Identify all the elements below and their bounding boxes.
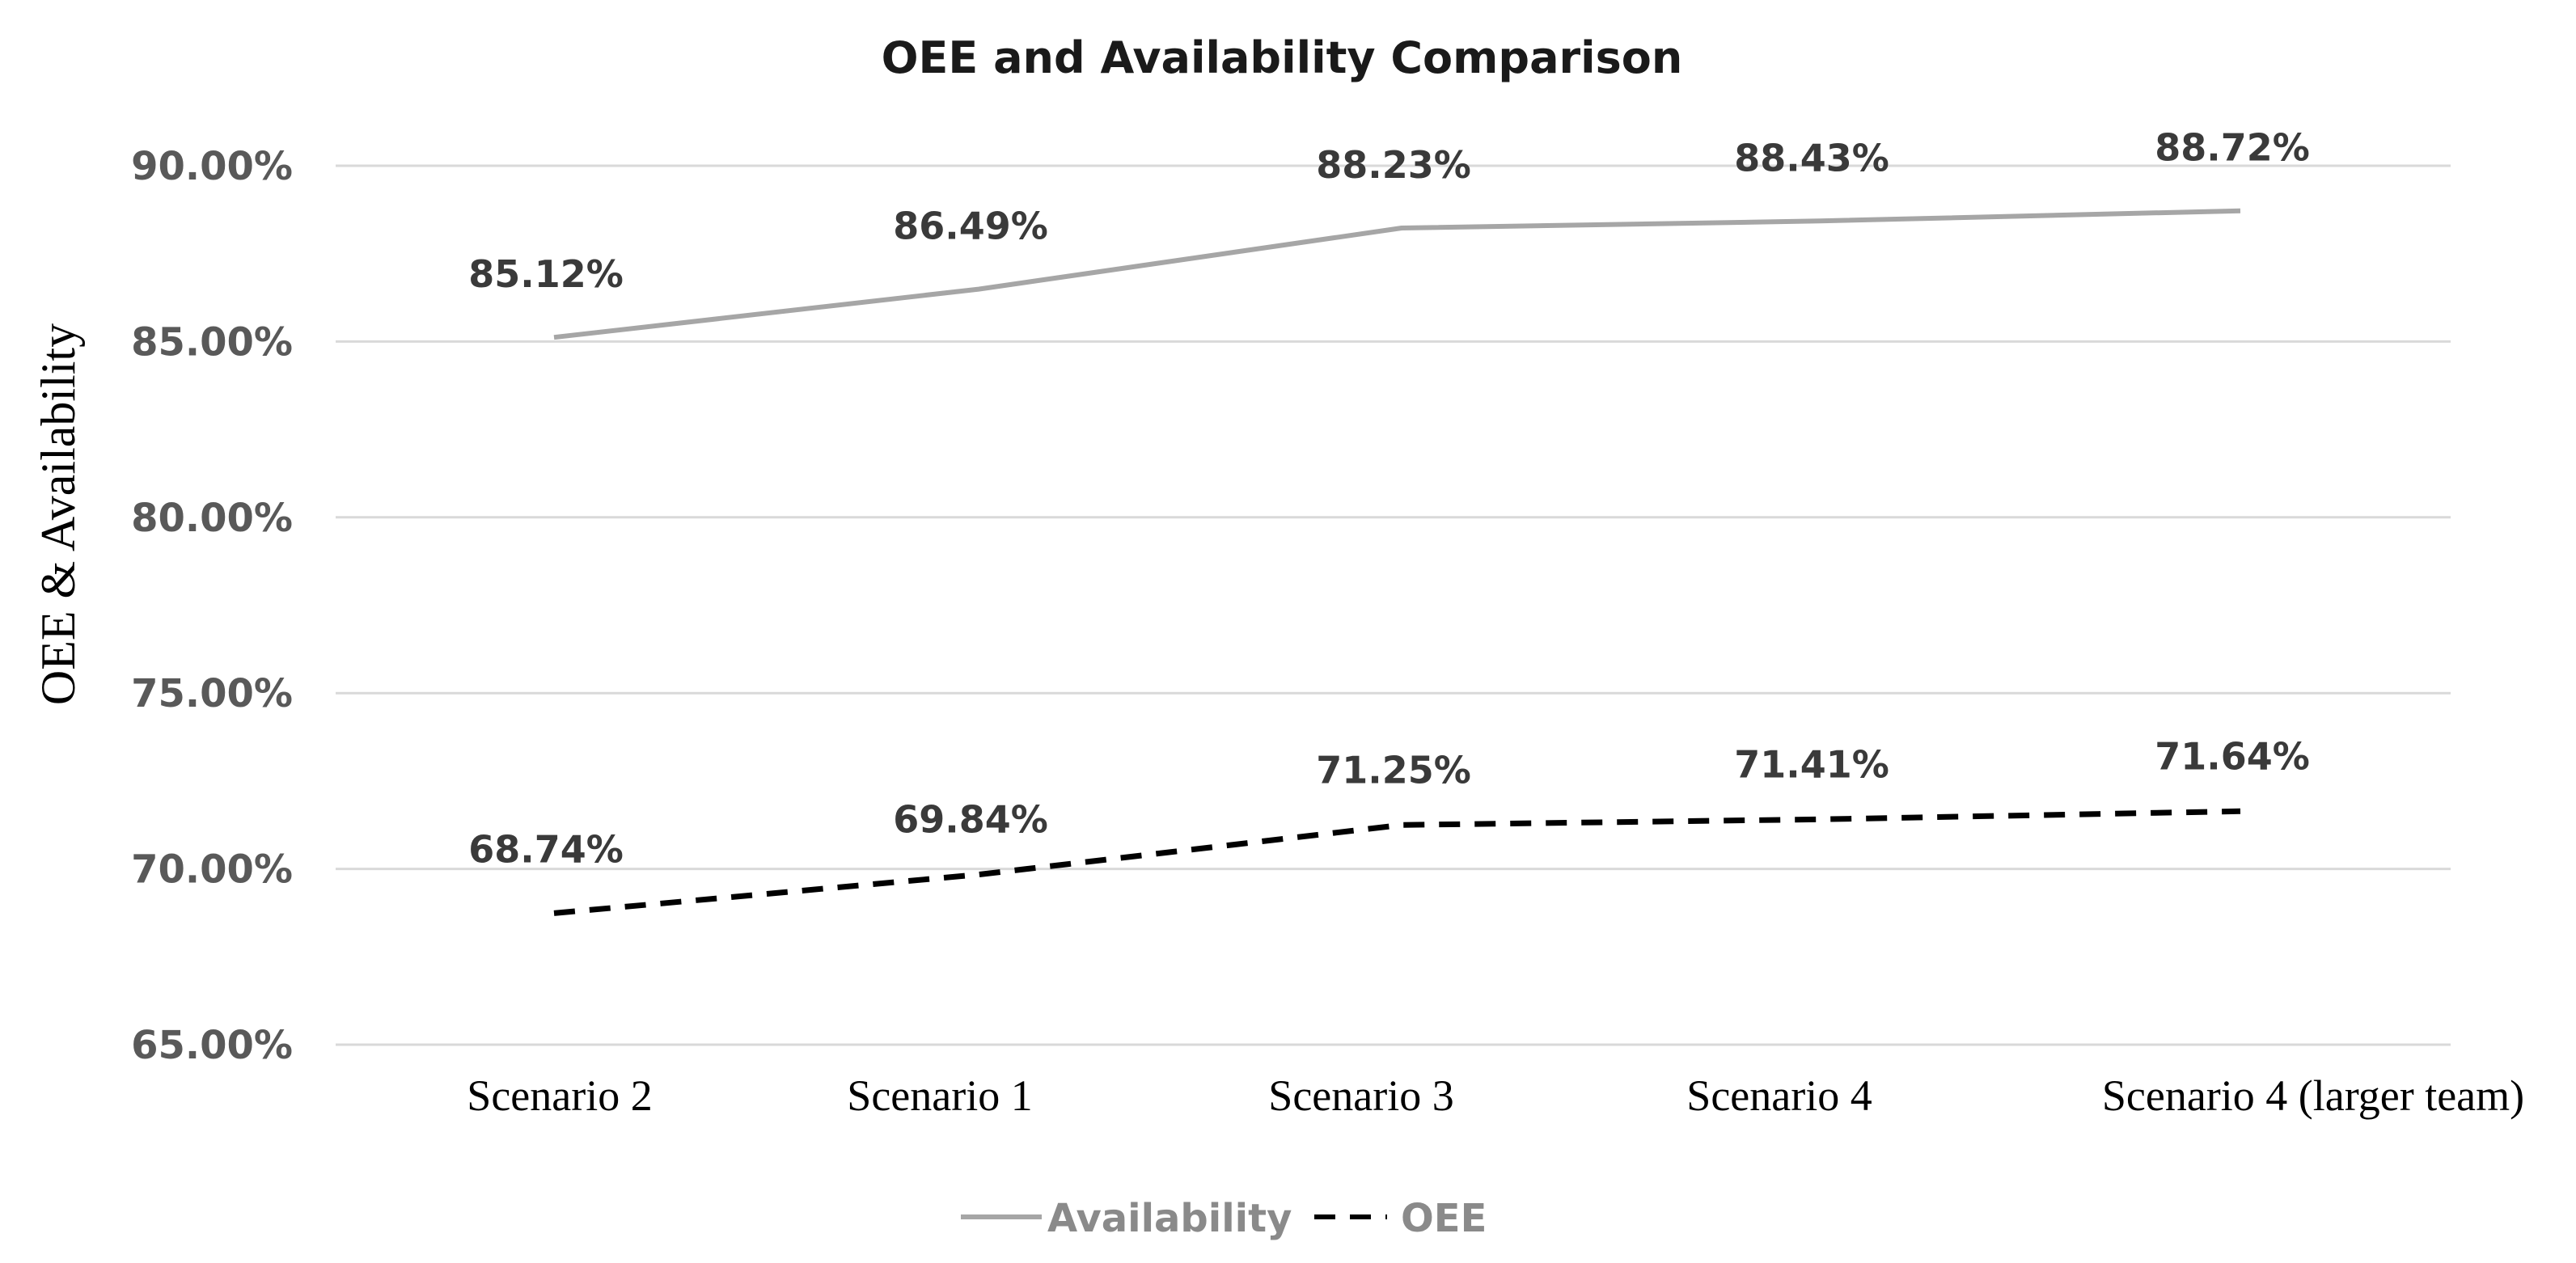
y-tick-label: 85.00% bbox=[131, 319, 293, 365]
data-label: 71.41% bbox=[1734, 742, 1889, 786]
y-axis-ticks: 90.00% 85.00% 80.00% 75.00% 70.00% 65.00% bbox=[131, 144, 293, 1068]
y-tick-label: 80.00% bbox=[131, 496, 293, 541]
data-label: 69.84% bbox=[893, 798, 1048, 842]
x-tick-label: Scenario 3 bbox=[1268, 1071, 1453, 1120]
x-tick-label: Scenario 4 bbox=[1686, 1071, 1872, 1120]
y-tick-label: 65.00% bbox=[131, 1023, 293, 1068]
y-tick-label: 90.00% bbox=[131, 144, 293, 189]
series-lines bbox=[553, 208, 2241, 916]
legend-label-oee: OEE bbox=[1401, 1196, 1487, 1241]
series-line-availability bbox=[553, 208, 2241, 340]
data-label: 68.74% bbox=[468, 827, 624, 871]
data-label: 85.12% bbox=[468, 252, 624, 296]
data-label: 88.72% bbox=[2155, 126, 2310, 170]
legend: Availability OEE bbox=[961, 1196, 1487, 1241]
series-line-oee bbox=[553, 808, 2241, 916]
data-label: 71.64% bbox=[2155, 734, 2310, 778]
y-axis-label: OEE & Availability bbox=[32, 323, 85, 705]
y-tick-label: 70.00% bbox=[131, 847, 293, 893]
chart-title: OEE and Availability Comparison bbox=[882, 32, 1683, 83]
x-tick-label: Scenario 2 bbox=[467, 1071, 652, 1120]
data-label: 71.25% bbox=[1316, 748, 1471, 792]
data-labels: 85.12% 86.49% 88.23% 88.43% 88.72% 68.74% 69.8… bbox=[468, 126, 2310, 872]
y-tick-label: 75.00% bbox=[131, 671, 293, 716]
data-label: 88.43% bbox=[1734, 136, 1889, 180]
gridlines bbox=[336, 164, 2451, 1046]
data-label: 86.49% bbox=[893, 205, 1048, 248]
legend-label-availability: Availability bbox=[1047, 1196, 1292, 1241]
data-label: 88.23% bbox=[1316, 143, 1471, 187]
x-tick-label: Scenario 1 bbox=[847, 1071, 1032, 1120]
x-axis-ticks: Scenario 2 Scenario 1 Scenario 3 Scenario 4… bbox=[467, 1071, 2524, 1120]
x-tick-label: Scenario 4 (larger team) bbox=[2102, 1071, 2524, 1120]
